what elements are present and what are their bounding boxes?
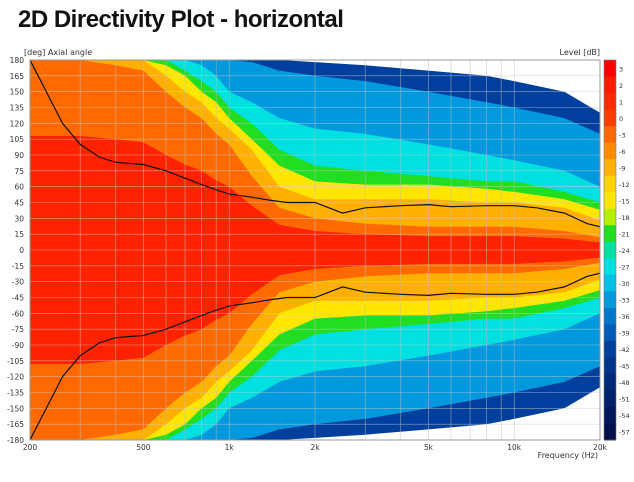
contour-line-upper [30, 60, 600, 228]
colorbar-tick-label: -36 [619, 313, 630, 321]
x-tick-label: 500 [136, 443, 151, 452]
y-tick-label: 180 [10, 56, 25, 65]
colorbar-tick-label: -6 [619, 148, 625, 156]
colorbar-border [603, 59, 617, 441]
colorbar-tick-label: 3 [619, 65, 623, 73]
colorbar-swatch [604, 76, 616, 94]
colorbar-swatch [604, 93, 616, 111]
colorbar-tick-label: -30 [619, 280, 630, 288]
y-tick-label: 150 [10, 88, 25, 97]
colorbar-tick-label: -48 [619, 379, 630, 387]
x-tick-label: 1k [225, 443, 235, 452]
y-tick-label: 75 [14, 167, 24, 176]
grid-lines [30, 60, 600, 440]
colorbar-swatch [604, 192, 616, 210]
colorbar-tick-label: -54 [619, 412, 630, 420]
y-tick-label: 90 [14, 151, 24, 160]
y-tick-label: -15 [12, 262, 24, 271]
contour-line-lower [30, 272, 600, 440]
colorbar-tick-label: -51 [619, 396, 630, 404]
y-tick-label: 30 [14, 214, 24, 223]
x-tick-label: 2k [310, 443, 320, 452]
y-tick-label: 0 [19, 246, 24, 255]
y-tick-label: 165 [10, 72, 25, 81]
colorbar-swatch [604, 258, 616, 276]
colorbar-swatch [604, 241, 616, 259]
y-tick-label: -60 [12, 309, 24, 318]
colorbar-tick-label: -42 [619, 346, 630, 354]
colorbar-swatch [604, 340, 616, 358]
colorbar-tick-label: 0 [619, 115, 623, 123]
y-tick-label: -165 [7, 420, 24, 429]
colorbar-swatch [604, 175, 616, 193]
colorbar-swatch [604, 324, 616, 342]
colorbar-tick-label: -27 [619, 264, 630, 272]
y-tick-label: -75 [12, 325, 24, 334]
colorbar-swatch [604, 373, 616, 391]
colorbar-swatch [604, 423, 616, 441]
colorbar: 3 2 1 0 -3 -6 -9 -12 -15 -18 -21 -24 -27 -30 -33 -36 -39… [603, 59, 630, 441]
page-title: 2D Directivity Plot - horizontal [18, 6, 344, 33]
colorbar-tick-label: -9 [619, 164, 625, 172]
colorbar-swatch [604, 291, 616, 309]
colorbar-tick-label: -3 [619, 131, 625, 139]
colorbar-tick-label: -57 [619, 429, 630, 437]
colorbar-tick-label: -12 [619, 181, 630, 189]
colorbar-swatch [604, 159, 616, 177]
colorbar-swatch [604, 390, 616, 408]
colorbar-swatch [604, 357, 616, 375]
colorbar-swatch [604, 307, 616, 325]
y-tick-label: -180 [7, 436, 24, 445]
y-tick-label: -120 [7, 373, 24, 382]
y-axis-label: [deg] Axial angle [24, 48, 92, 57]
y-tick-label: 15 [14, 230, 24, 239]
colorbar-tick-label: -18 [619, 214, 630, 222]
x-axis-label: Frequency (Hz) [538, 451, 598, 460]
contour-lines [30, 60, 600, 440]
colorbar-tick-label: 2 [619, 82, 623, 90]
colorbar-swatch [604, 208, 616, 226]
plot-border [29, 59, 601, 441]
colorbar-swatch [604, 406, 616, 424]
colorbar-tick-label: -21 [619, 230, 630, 238]
y-tick-label: 60 [14, 183, 24, 192]
y-tick-label: -135 [7, 389, 24, 398]
y-tick-label: 120 [10, 119, 25, 128]
colorbar-tick-label: -24 [619, 247, 630, 255]
y-tick-label: -90 [12, 341, 24, 350]
colorbar-label: Level [dB] [560, 48, 600, 57]
x-tick-label: 10k [507, 443, 522, 452]
y-tick-label: 45 [14, 199, 24, 208]
plot-area: 1801651501351201059075604530150-15-30-45… [7, 56, 608, 452]
colorbar-tick-label: -45 [619, 363, 630, 371]
directivity-chart-svg: [deg] Axial angle Level [dB] 18016515013… [7, 48, 630, 460]
y-axis-ticks: 1801651501351201059075604530150-15-30-45… [7, 56, 24, 445]
colorbar-swatch [604, 60, 616, 78]
y-tick-label: 105 [10, 135, 25, 144]
x-tick-label: 5k [424, 443, 434, 452]
x-axis-ticks: 200 500 1k 2k 5k 10k 20k [23, 443, 608, 452]
colorbar-tick-label: -15 [619, 197, 630, 205]
y-tick-label: -150 [7, 404, 24, 413]
colorbar-tick-label: 1 [619, 98, 623, 106]
y-tick-label: -45 [12, 294, 24, 303]
x-tick-label: 20k [593, 443, 608, 452]
x-tick-label: 200 [23, 443, 38, 452]
colorbar-swatch [604, 142, 616, 160]
colorbar-swatch [604, 225, 616, 243]
y-tick-label: -105 [7, 357, 24, 366]
colorbar-tick-label: -39 [619, 330, 630, 338]
colorbar-swatch [604, 126, 616, 144]
colorbar-tick-label: -33 [619, 297, 630, 305]
y-tick-label: 135 [10, 104, 25, 113]
colorbar-swatch [604, 274, 616, 292]
directivity-plot: [deg] Axial angle Level [dB] 180 165 150 13… [0, 44, 634, 477]
colorbar-swatch [604, 109, 616, 127]
y-tick-label: -30 [12, 278, 24, 287]
